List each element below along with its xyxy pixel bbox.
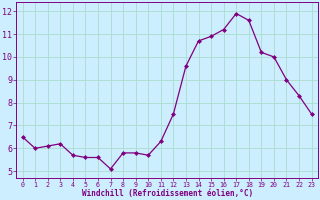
X-axis label: Windchill (Refroidissement éolien,°C): Windchill (Refroidissement éolien,°C) xyxy=(82,189,253,198)
